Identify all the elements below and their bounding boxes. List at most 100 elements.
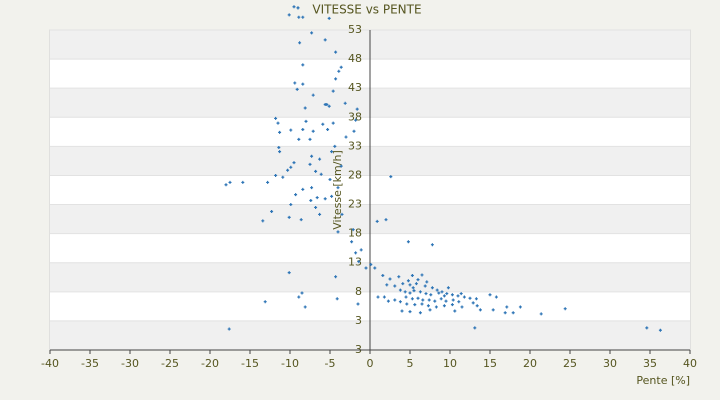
point [278,130,282,134]
point [301,127,305,131]
point [475,304,479,308]
point [410,297,414,301]
point [270,210,274,214]
x-tick-label: 40 [683,357,697,370]
point [494,295,498,299]
point [403,290,407,294]
point [334,50,338,54]
point [451,298,455,302]
point [468,296,472,300]
x-tick-label: -15 [241,357,259,370]
point [397,275,401,279]
point [276,121,280,125]
point [294,193,298,197]
point [408,283,412,287]
point [287,215,291,219]
point [293,81,297,85]
point [433,299,437,303]
point [314,205,318,209]
point [413,303,417,307]
point [462,295,466,299]
point [459,292,463,296]
point [330,150,334,154]
x-tick-label: 5 [407,357,414,370]
point [424,292,428,296]
point [406,279,410,283]
point [437,291,441,295]
x-tick-label: 30 [603,357,617,370]
y-tick-label: 28 [348,168,362,181]
point [408,310,412,314]
point [505,305,509,309]
point [439,297,443,301]
point [318,212,322,216]
point [321,122,325,126]
x-tick-label: 35 [643,357,657,370]
point [389,175,393,179]
y-tick-label: 48 [348,52,362,65]
point [337,69,341,73]
point [444,299,448,303]
point [266,180,270,184]
point [331,89,335,93]
point [289,165,293,169]
point [404,295,408,299]
point [450,303,454,307]
point [281,175,285,179]
point [350,240,354,244]
point [355,107,359,111]
point [418,311,422,315]
x-axis-title: Pente [%] [636,374,690,387]
point [310,31,314,35]
point [435,288,439,292]
point [300,291,304,295]
point [309,198,313,202]
x-tick-label: 10 [443,357,457,370]
point [334,275,338,279]
point [292,161,296,165]
point [442,294,446,298]
point [301,63,305,67]
y-tick-label: 18 [348,227,362,240]
point [274,116,278,120]
point [446,286,450,290]
point [453,309,457,313]
point [375,219,379,223]
point [292,5,296,9]
point [287,13,291,17]
point [224,183,228,187]
point [518,305,522,309]
point [310,154,314,158]
point [261,219,265,223]
point [323,38,327,42]
x-tick-label: -30 [121,357,139,370]
point [339,164,343,168]
x-tick-label: -35 [81,357,99,370]
point [310,186,314,190]
point [289,203,293,207]
point [315,196,319,200]
point [418,290,422,294]
x-tick-label: -40 [41,357,59,370]
point [416,296,420,300]
point [428,308,432,312]
point [328,178,332,182]
point [241,180,245,184]
point [381,274,385,278]
y-tick-label: 38 [348,110,362,123]
point [301,187,305,191]
point [227,327,231,331]
point [440,290,444,294]
point [445,292,449,296]
point [408,291,412,295]
point [511,311,515,315]
x-tick-label: -10 [281,357,299,370]
point [327,104,331,108]
point [414,282,418,286]
point [658,328,662,332]
x-tick-label: -25 [161,357,179,370]
point [434,305,438,309]
point [388,277,392,281]
point [416,278,420,282]
